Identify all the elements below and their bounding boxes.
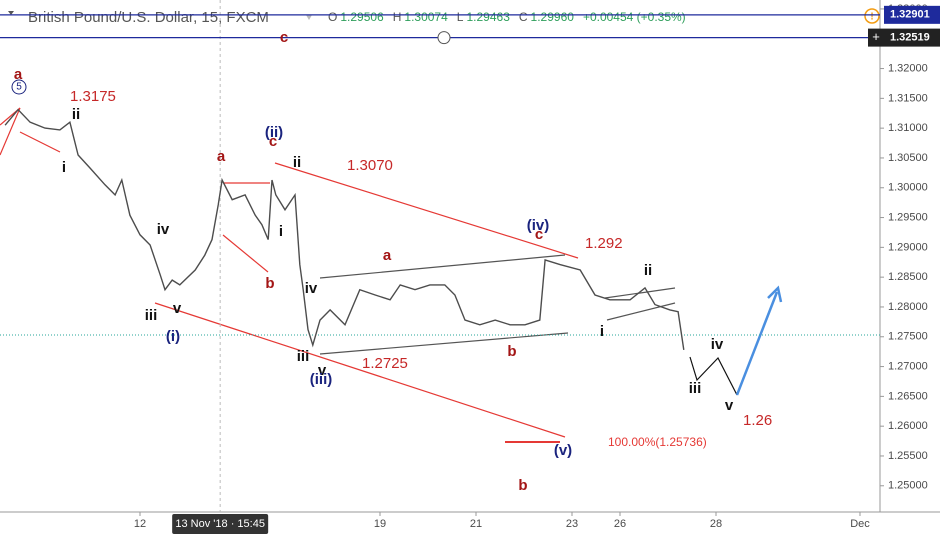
wave-label: iv: [157, 221, 170, 238]
ohlc-value: 1.30074: [404, 10, 448, 24]
y-tick-label: 1.27000: [888, 360, 928, 372]
ohlc-label: C: [519, 10, 528, 24]
wave-label: 100.00%(1.25736): [608, 435, 707, 449]
trend-line: [19, 131, 61, 153]
add-icon[interactable]: +: [872, 29, 880, 44]
x-tick-label: 12: [134, 518, 146, 530]
wave-label: 1.292: [585, 235, 623, 252]
wave-ring: [11, 79, 27, 95]
y-tick-label: 1.28500: [888, 271, 928, 283]
channel-line: [319, 332, 569, 355]
toolbar: British Pound/U.S. Dollar, 15, FXCM !: [8, 8, 880, 26]
ohlc-label: H: [393, 10, 402, 24]
projection: [689, 356, 738, 396]
trend-line: [154, 302, 566, 438]
wave-label: i: [279, 223, 283, 240]
y-tick-label: 1.28000: [888, 301, 928, 313]
add-button: [868, 28, 884, 47]
wave-label: 1.3070: [347, 157, 393, 174]
x-tick-label: 26: [614, 518, 626, 530]
wave-label: (iv): [527, 217, 550, 234]
wave-label: ii: [293, 154, 301, 171]
wave-label: (i): [166, 328, 180, 345]
line-handle: [437, 31, 451, 45]
x-tick-label: 21: [470, 518, 482, 530]
y-tick-label: 1.30000: [888, 182, 928, 194]
y-tick-label: 1.29000: [888, 241, 928, 253]
price-tag-label: 1.32519: [890, 32, 930, 44]
channel-line: [319, 254, 566, 279]
channel-line: [604, 287, 676, 299]
trend-line: [274, 162, 579, 259]
wave-label: 1.26: [743, 412, 772, 429]
dropdown-icon[interactable]: [306, 15, 312, 20]
y-tick-label: 1.32000: [888, 62, 928, 74]
ohlc-value: 1.29960: [531, 10, 575, 24]
wave-label: 1.2725: [362, 355, 408, 372]
wave-label: v: [318, 362, 327, 379]
wave-label: c: [269, 133, 277, 150]
y-tick-label: 1.27500: [888, 331, 928, 343]
alert-icon[interactable]: [864, 8, 880, 24]
wave-label: b: [507, 343, 516, 360]
x-tick-label: 23: [566, 518, 578, 530]
wave-label: a: [383, 247, 392, 264]
wave-label: b: [265, 275, 274, 292]
alert-mark: !: [870, 12, 873, 23]
wave-label: 5: [16, 82, 22, 93]
wave-label: a: [14, 66, 23, 83]
trend-line: [222, 234, 269, 273]
trend-line: [0, 107, 21, 156]
wave-label: iv: [711, 336, 724, 353]
ohlc-value: 1.29463: [466, 10, 510, 24]
wave-label: b: [518, 477, 527, 494]
wave-label: iii: [145, 307, 158, 324]
wave-label: iv: [305, 280, 318, 297]
wave-label: i: [62, 159, 66, 176]
arrow: [735, 291, 779, 396]
wave-label: (iii): [310, 371, 333, 388]
wave-label: a: [217, 148, 226, 165]
crosshair-label: 13 Nov '18 · 15:45: [175, 518, 265, 530]
wave-label: v: [725, 397, 734, 414]
wave-label: 1.3175: [70, 88, 116, 105]
symbol-title: British Pound/U.S. Dollar, 15, FXCM: [28, 9, 269, 26]
y-tick-label: 1.25000: [888, 480, 928, 492]
y-tick-label: 1.26000: [888, 420, 928, 432]
wave-label: iii: [689, 380, 702, 397]
price-axis: [880, 0, 940, 534]
drawings: [0, 107, 783, 443]
ohlc-label: O: [328, 10, 337, 24]
change: +0.00454 (+0.35%): [583, 10, 686, 24]
ohlc-value: 1.29506: [340, 10, 384, 24]
x-tick-label: Dec: [850, 518, 870, 530]
y-tick-label: 1.31500: [888, 92, 928, 104]
channel-line: [606, 302, 676, 321]
price-tag-label: 1.32901: [890, 9, 930, 21]
wave-label: ii: [72, 106, 80, 123]
wave-label: i: [600, 323, 604, 340]
y-tick-label: 1.29500: [888, 211, 928, 223]
crosshair-box: [172, 514, 269, 534]
x-tick-label: 19: [374, 518, 386, 530]
price-tag: [884, 5, 940, 24]
wave-label: (v): [554, 442, 572, 459]
wave-label: v: [173, 300, 182, 317]
wave-label: c: [280, 29, 288, 46]
wave-label: (ii): [265, 124, 283, 141]
ohlc-label: L: [457, 10, 464, 24]
y-tick-label: 1.30500: [888, 152, 928, 164]
x-tick-label: 28: [710, 518, 722, 530]
wave-label: ii: [644, 262, 652, 279]
y-tick-label: 1.26500: [888, 390, 928, 402]
arrow-head: [767, 285, 783, 303]
price-line-series: [4, 108, 685, 351]
y-tick-label: 1.25500: [888, 450, 928, 462]
collapse-icon[interactable]: [8, 11, 14, 15]
wave-label: iii: [297, 348, 310, 365]
price-tag: [884, 28, 940, 47]
y-tick-label: 1.31000: [888, 122, 928, 134]
wave-label: c: [535, 226, 543, 243]
